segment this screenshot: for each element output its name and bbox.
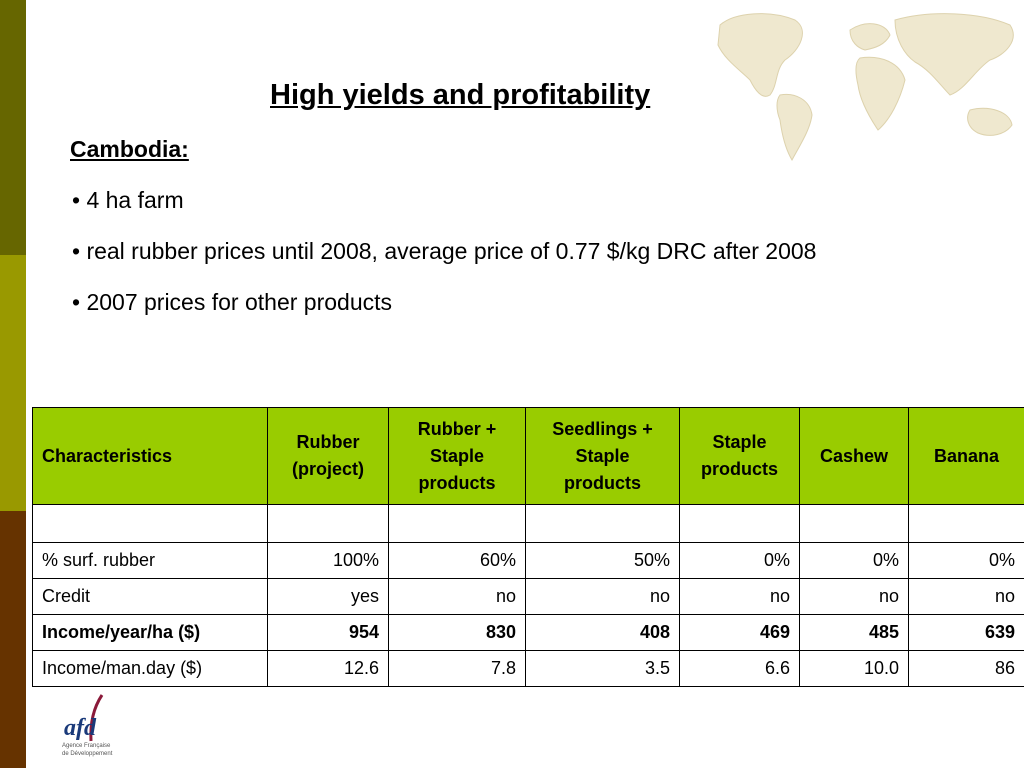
logo-caption: de Développement (62, 751, 113, 757)
table-row: Income/man.day ($) 12.6 7.8 3.5 6.6 10.0… (32, 650, 1024, 687)
header-cell: Cashew (799, 407, 909, 505)
table-cell: 954 (267, 614, 389, 651)
table-cell: 86 (908, 650, 1024, 687)
bullet-item: • real rubber prices until 2008, average… (72, 238, 817, 264)
table-row (32, 504, 1024, 543)
table-cell (679, 504, 800, 543)
header-cell: Characteristics (32, 407, 268, 505)
sidebar-stripe-top (0, 0, 26, 255)
table-cell: 639 (908, 614, 1024, 651)
world-map-watermark (717, 13, 1014, 162)
table-cell: 100% (267, 542, 389, 579)
table-header-row: Characteristics Rubber (project) Rubber … (32, 407, 1024, 505)
table-cell: Income/year/ha ($) (32, 614, 268, 651)
table-row: Income/year/ha ($) 954 830 408 469 485 6… (32, 614, 1024, 651)
header-cell: Staple products (679, 407, 800, 505)
table-cell (525, 504, 680, 543)
table-cell: no (679, 578, 800, 615)
table-cell (799, 504, 909, 543)
table-cell: no (908, 578, 1024, 615)
table-cell: 50% (525, 542, 680, 579)
table-cell: 3.5 (525, 650, 680, 687)
table-row: Credit yes no no no no no (32, 578, 1024, 615)
table-cell (908, 504, 1024, 543)
table-cell (267, 504, 389, 543)
table-cell: 485 (799, 614, 909, 651)
logo-caption: Agence Française (62, 743, 111, 749)
logo-text: afd (64, 715, 97, 741)
table-cell (32, 504, 268, 543)
table-cell: 0% (679, 542, 800, 579)
header-cell: Rubber (project) (267, 407, 389, 505)
table-cell: no (799, 578, 909, 615)
bullet-item: • 4 ha farm (72, 187, 184, 213)
header-cell: Banana (908, 407, 1024, 505)
table-cell: 6.6 (679, 650, 800, 687)
header-cell: Seedlings + Staple products (525, 407, 680, 505)
table-cell: 0% (908, 542, 1024, 579)
table-cell: 60% (388, 542, 526, 579)
table-row: % surf. rubber 100% 60% 50% 0% 0% 0% (32, 542, 1024, 579)
table-cell: 408 (525, 614, 680, 651)
table-cell: Credit (32, 578, 268, 615)
table-cell: % surf. rubber (32, 542, 268, 579)
table-cell: Income/man.day ($) (32, 650, 268, 687)
slide-subtitle: Cambodia: (70, 136, 189, 162)
table-cell: 10.0 (799, 650, 909, 687)
table-cell: no (525, 578, 680, 615)
afd-logo: afd Agence Française de Développement (62, 694, 113, 757)
sidebar-stripe-middle (0, 255, 26, 511)
bullet-item: • 2007 prices for other products (72, 289, 393, 315)
sidebar-stripe-bottom (0, 511, 26, 768)
table-cell: no (388, 578, 526, 615)
table-cell: 0% (799, 542, 909, 579)
table-cell: 830 (388, 614, 526, 651)
income-table: Characteristics Rubber (project) Rubber … (32, 407, 1024, 687)
slide-title: High yields and profitability (270, 79, 651, 111)
table-cell: 12.6 (267, 650, 389, 687)
header-cell: Rubber + Staple products (388, 407, 526, 505)
table-cell: 7.8 (388, 650, 526, 687)
table-cell (388, 504, 526, 543)
table-cell: 469 (679, 614, 800, 651)
table-cell: yes (267, 578, 389, 615)
